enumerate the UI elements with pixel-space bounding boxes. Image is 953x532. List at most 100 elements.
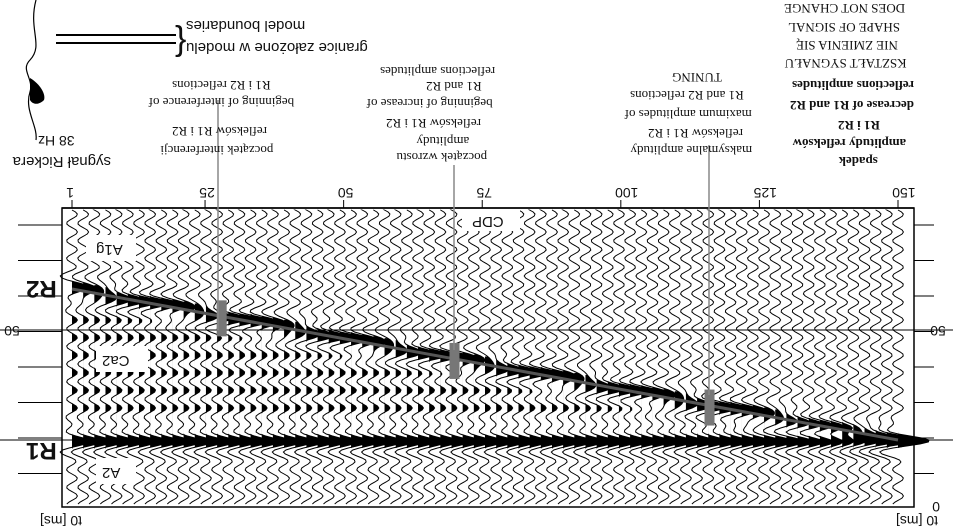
increase-en-1: beginning of increase of [366,96,493,111]
trace [849,209,885,505]
trace [528,209,561,505]
trace [305,209,336,505]
trace [584,209,615,505]
trace [796,209,825,505]
trace [461,209,493,505]
trace-fill [864,425,884,452]
time-0-right: 0 [932,499,940,515]
trace-fill [205,305,224,452]
ricker-frequency: 38 Hz [38,133,75,149]
trace [751,209,783,505]
trace-fill [284,319,302,452]
trace [729,209,761,505]
trace [606,209,640,505]
trace [878,209,930,505]
maxamp-en-1: maximum amplitudes of [624,107,752,122]
trace-fill [429,346,449,452]
trace [651,209,682,505]
trace [740,209,772,505]
layer-mid-label: Ca2 [102,352,130,369]
increase-en-2: R1 and R2 [426,79,482,94]
ricker-wavelet-lobe [30,78,45,104]
layer-mid-box [96,346,148,372]
trace-fill [328,327,348,452]
trace-fill [317,325,336,452]
trace [327,209,361,505]
trace-fill [194,303,213,452]
trace [639,209,671,505]
time-50-right: 50 [930,323,946,339]
trace [483,209,515,505]
interference-pl-1: początek interferencji [160,143,273,158]
trace [784,209,815,505]
trace [148,209,181,505]
maxamp-pl-1: maksymalne amplitudy [630,143,752,158]
layer-top-box [86,235,136,261]
trace-fill [663,389,682,452]
decrease-pl-2: amplitudy refleksów [792,136,906,151]
shape-en-1: DOES NOT CHANGE [784,1,905,16]
cdp-tick-label-25: 25 [199,185,215,201]
trace [171,209,202,505]
event-marker-2 [449,342,460,379]
trace [215,209,248,505]
trace [193,209,225,505]
ricker-name: sygnał Rickera [12,153,111,170]
decrease-pl-3: R1 i R2 [838,118,880,133]
trace-fill [161,297,180,452]
cdp-tick-label-1: 1 [66,185,74,201]
trace-fill [306,323,325,452]
increase-pl-3: refleksów R1 i R2 [386,116,481,131]
interference-en-1: beginning of interference of [148,95,294,110]
trace [204,209,236,505]
event-markers [216,300,715,426]
trace [828,209,854,505]
trace [718,209,751,505]
layer-top-label: A1g [96,241,123,258]
t0-label-left: t0 [ms] [40,513,82,529]
trace [550,209,582,505]
trace-fill [228,309,247,452]
trace [762,209,794,505]
cdp-tick-labels: 1 25 50 75 100 125 150 [66,185,916,208]
trace-fill [105,287,124,452]
shape-en-2: SHAPE OF SIGNAL [788,20,900,35]
cdp-tick-label-100: 100 [615,185,639,201]
trace-fill [719,399,740,452]
increase-pl-1: początek wzrostu [396,150,487,165]
trace [249,209,281,505]
trace [858,209,902,505]
trace [517,209,550,505]
maxamp-en-2: R1 and R2 reflections [630,88,744,103]
increase-en-3: reflections amplitudes [380,64,495,79]
trace [662,209,694,505]
cdp-axis-label: CDP [472,213,504,230]
layer-bot-box [96,458,136,484]
trace-fill [339,329,360,452]
granice-label: granice założone w modelu [186,39,368,56]
ricker-wavelet [25,0,37,141]
model-boundaries-label: model boundaries [186,17,305,34]
trace [394,209,426,505]
trace [226,209,261,505]
trace [595,209,627,505]
maxamp-pl-2: refleksów R1 i R2 [648,126,743,141]
trace [505,209,539,505]
t0-label-right: t0 [ms] [896,513,938,529]
trace-fill [183,301,202,452]
trace [293,209,325,505]
trace [316,209,349,505]
cdp-label-box [462,209,520,231]
trace [839,209,869,505]
trace-fill [685,393,704,452]
decrease-pl-1: spadek [838,154,878,169]
decrease-en-1: decrease of R1 and R2 [790,98,914,113]
decrease-en-2: reflections amplitudes [792,78,914,93]
trace [260,209,292,505]
trace [271,209,303,505]
cdp-tick-label-75: 75 [476,185,492,201]
trace [338,209,370,505]
trace [628,209,661,505]
trace [673,209,705,505]
